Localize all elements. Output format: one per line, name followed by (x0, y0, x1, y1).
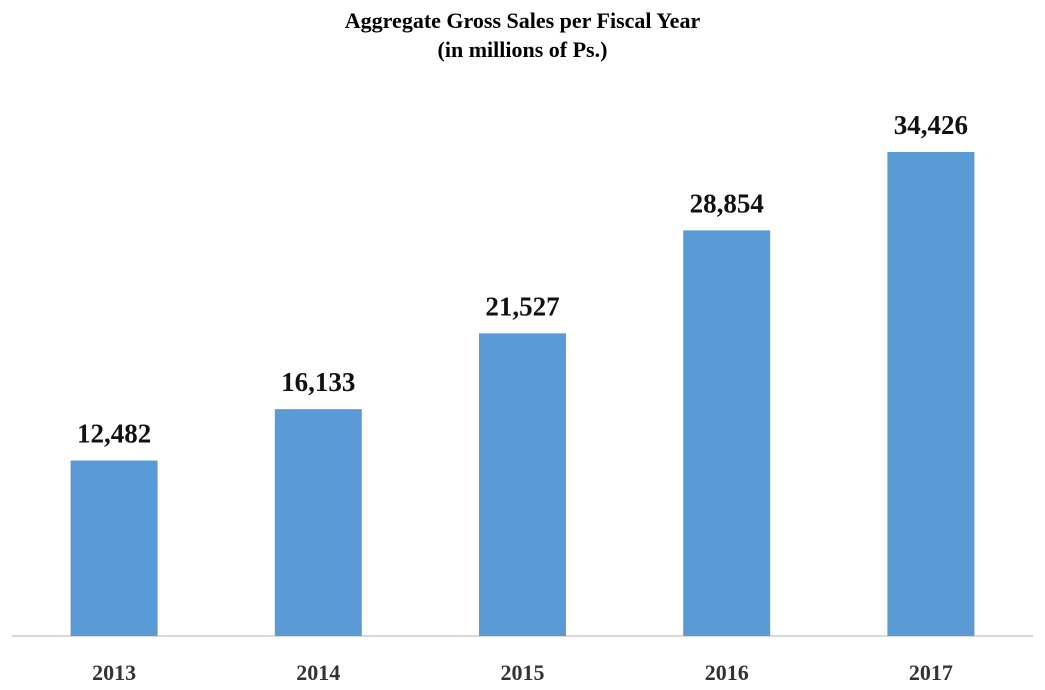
chart-subtitle: (in millions of Ps.) (437, 37, 608, 62)
x-tick-label-2015: 2015 (501, 660, 545, 685)
bar-2014 (274, 409, 362, 636)
x-tick-label-2017: 2017 (909, 660, 953, 685)
data-label-2015: 21,527 (485, 291, 559, 321)
x-tick-label-2016: 2016 (705, 660, 749, 685)
data-label-2016: 28,854 (690, 188, 764, 218)
data-label-2014: 16,133 (281, 367, 355, 397)
bar-2017 (887, 152, 975, 636)
bar-2013 (70, 460, 158, 636)
x-tick-label-2013: 2013 (92, 660, 136, 685)
chart-title-block: Aggregate Gross Sales per Fiscal Year (i… (0, 6, 1045, 64)
bar-2016 (683, 230, 771, 637)
chart-title: Aggregate Gross Sales per Fiscal Year (344, 8, 701, 33)
x-tick-label-2014: 2014 (296, 660, 340, 685)
data-label-2013: 12,482 (77, 419, 151, 449)
data-label-2017: 34,426 (894, 110, 968, 140)
bar-2015 (479, 333, 566, 636)
